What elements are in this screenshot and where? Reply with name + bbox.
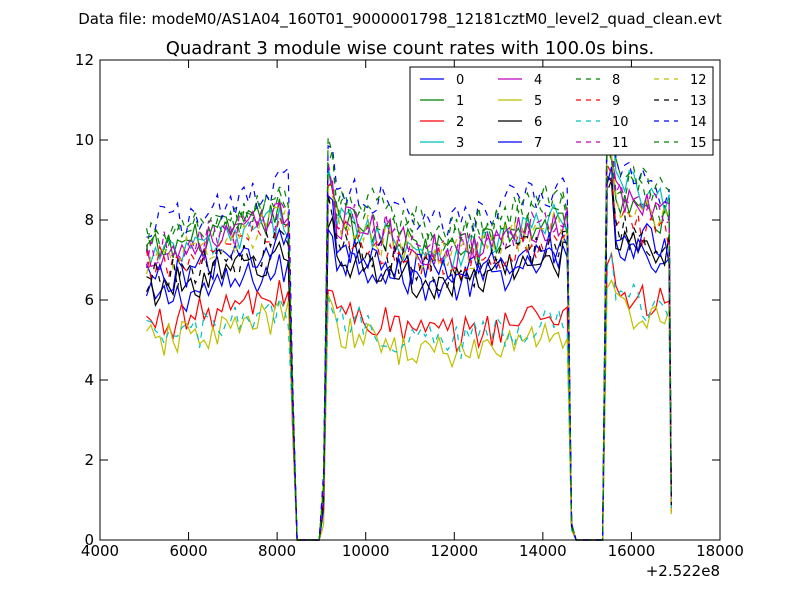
legend-label-8: 8 — [612, 73, 620, 88]
x-tick-label: 4000 — [81, 542, 119, 560]
y-tick-label: 0 — [84, 531, 94, 549]
series-line-2 — [146, 251, 672, 541]
legend-label-4: 4 — [534, 73, 542, 88]
x-tick-label: 14000 — [519, 542, 567, 560]
legend-label-1: 1 — [456, 94, 464, 109]
y-tick-label: 8 — [84, 211, 94, 229]
y-tick-label: 2 — [84, 451, 94, 469]
y-tick-label: 4 — [84, 371, 94, 389]
series-line-15 — [145, 117, 672, 541]
x-tick-label: 18000 — [696, 542, 744, 560]
legend-label-14: 14 — [690, 115, 707, 130]
series-line-11 — [145, 123, 672, 541]
y-tick-label: 10 — [75, 131, 94, 149]
figure-suptitle: Data file: modeM0/AS1A04_160T01_90000017… — [78, 10, 722, 29]
legend-label-9: 9 — [612, 94, 620, 109]
series-line-10 — [146, 252, 672, 541]
legend-label-11: 11 — [612, 136, 629, 151]
series-line-5 — [146, 278, 672, 541]
chart-title: Quadrant 3 module wise count rates with … — [166, 38, 655, 59]
legend-label-0: 0 — [456, 73, 464, 88]
legend-label-6: 6 — [534, 115, 542, 130]
y-tick-label: 12 — [75, 51, 94, 69]
legend-label-5: 5 — [534, 94, 542, 109]
x-tick-label: 16000 — [608, 542, 656, 560]
legend-label-10: 10 — [612, 115, 629, 130]
series-layer — [145, 98, 672, 541]
legend-box — [409, 66, 714, 156]
series-line-12 — [145, 143, 672, 541]
x-tick-label: 10000 — [342, 542, 390, 560]
legend-label-7: 7 — [534, 136, 542, 151]
x-tick-label: 8000 — [258, 542, 296, 560]
x-tick-label: 6000 — [169, 542, 207, 560]
legend-label-2: 2 — [456, 115, 464, 130]
legend-label-3: 3 — [456, 136, 464, 151]
legend-label-15: 15 — [690, 136, 707, 151]
y-tick-label: 6 — [84, 291, 94, 309]
legend-label-13: 13 — [690, 94, 707, 109]
series-line-1 — [146, 147, 672, 541]
x-offset-label: +2.522e8 — [646, 562, 720, 580]
axes-layer: 4000 6000 8000 10000 12000 14000 16000 18000 0 2 4… — [75, 51, 744, 560]
x-tick-label: 12000 — [430, 542, 478, 560]
legend-label-12: 12 — [690, 73, 707, 88]
series-line-14 — [146, 98, 672, 541]
